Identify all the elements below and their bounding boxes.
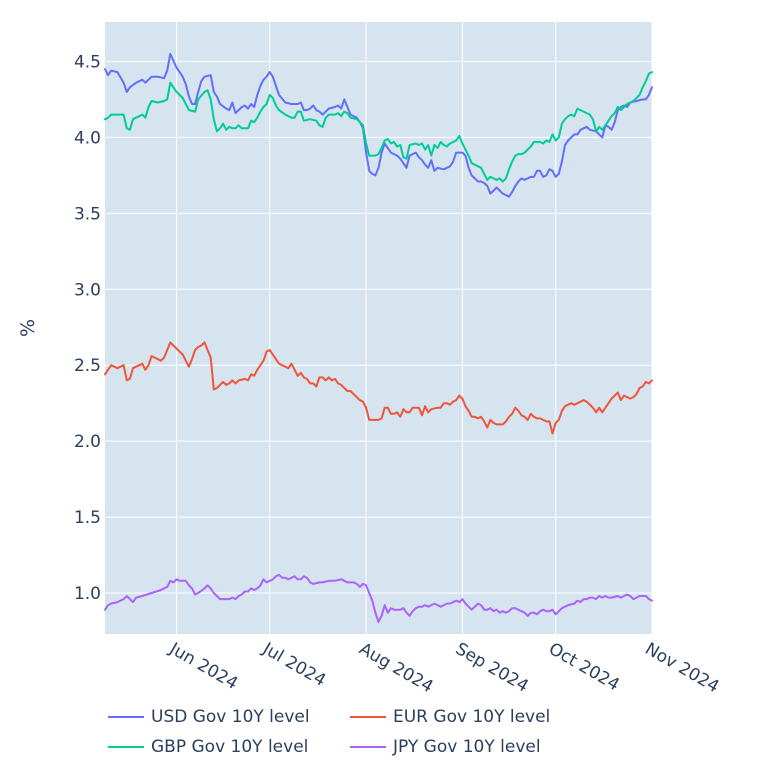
x-axis-ticks: Jun 2024 Jul 2024 Aug 2024 Sep 2024 Oct 2024…	[165, 639, 722, 698]
y-tick-label: 3.0	[74, 280, 101, 300]
gridlines	[105, 22, 653, 634]
y-tick-label: 2.5	[74, 356, 101, 376]
legend-swatch-usd	[108, 716, 144, 718]
series-line-jpy	[104, 573, 653, 623]
y-tick-label: 1.5	[74, 508, 101, 528]
legend-item-jpy[interactable]: JPY Gov 10Y level	[350, 735, 600, 759]
y-axis-ticks: 1.0 1.5 2.0 2.5 3.0 3.5 4.0 4.5	[74, 52, 101, 604]
legend-swatch-eur	[350, 716, 386, 718]
legend-label-gbp: GBP Gov 10Y level	[151, 737, 309, 757]
legend-item-eur[interactable]: EUR Gov 10Y level	[350, 705, 600, 729]
legend-item-gbp[interactable]: GBP Gov 10Y level	[108, 735, 350, 759]
series-line-usd	[104, 52, 653, 198]
y-tick-label: 1.0	[74, 584, 101, 604]
x-tick-label: Nov 2024	[642, 639, 723, 697]
x-tick-label: Aug 2024	[356, 639, 437, 697]
legend-item-usd[interactable]: USD Gov 10Y level	[108, 705, 350, 729]
y-tick-label: 2.0	[74, 432, 101, 452]
series-lines	[104, 52, 653, 623]
series-line-gbp	[104, 71, 653, 183]
x-tick-label: Jul 2024	[258, 639, 329, 691]
legend: USD Gov 10Y level EUR Gov 10Y level GBP …	[108, 705, 628, 759]
legend-label-eur: EUR Gov 10Y level	[393, 707, 551, 727]
plot-area	[105, 22, 652, 634]
y-tick-label: 4.5	[74, 52, 101, 72]
series-line-eur	[104, 341, 653, 435]
y-axis-title: %	[17, 319, 39, 337]
x-tick-label: Jun 2024	[165, 639, 241, 694]
legend-swatch-jpy	[350, 746, 386, 748]
y-tick-label: 4.0	[74, 128, 101, 148]
legend-swatch-gbp	[108, 746, 144, 748]
x-tick-label: Sep 2024	[452, 639, 532, 697]
legend-label-jpy: JPY Gov 10Y level	[393, 737, 541, 757]
x-tick-label: Oct 2024	[545, 639, 623, 695]
y-tick-label: 3.5	[74, 204, 101, 224]
legend-label-usd: USD Gov 10Y level	[151, 707, 310, 727]
